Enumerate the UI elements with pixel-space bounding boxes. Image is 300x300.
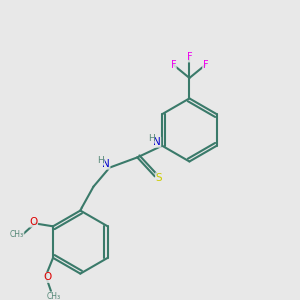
Text: F: F bbox=[171, 60, 176, 70]
Text: O: O bbox=[29, 217, 38, 227]
Text: S: S bbox=[156, 173, 162, 183]
Text: O: O bbox=[43, 272, 51, 282]
Text: H: H bbox=[148, 134, 154, 143]
Text: N: N bbox=[153, 137, 161, 147]
Text: H: H bbox=[98, 156, 104, 165]
Text: CH₃: CH₃ bbox=[10, 230, 24, 239]
Text: N: N bbox=[102, 159, 110, 169]
Text: F: F bbox=[187, 52, 192, 62]
Text: F: F bbox=[203, 60, 208, 70]
Text: CH₃: CH₃ bbox=[47, 292, 61, 300]
